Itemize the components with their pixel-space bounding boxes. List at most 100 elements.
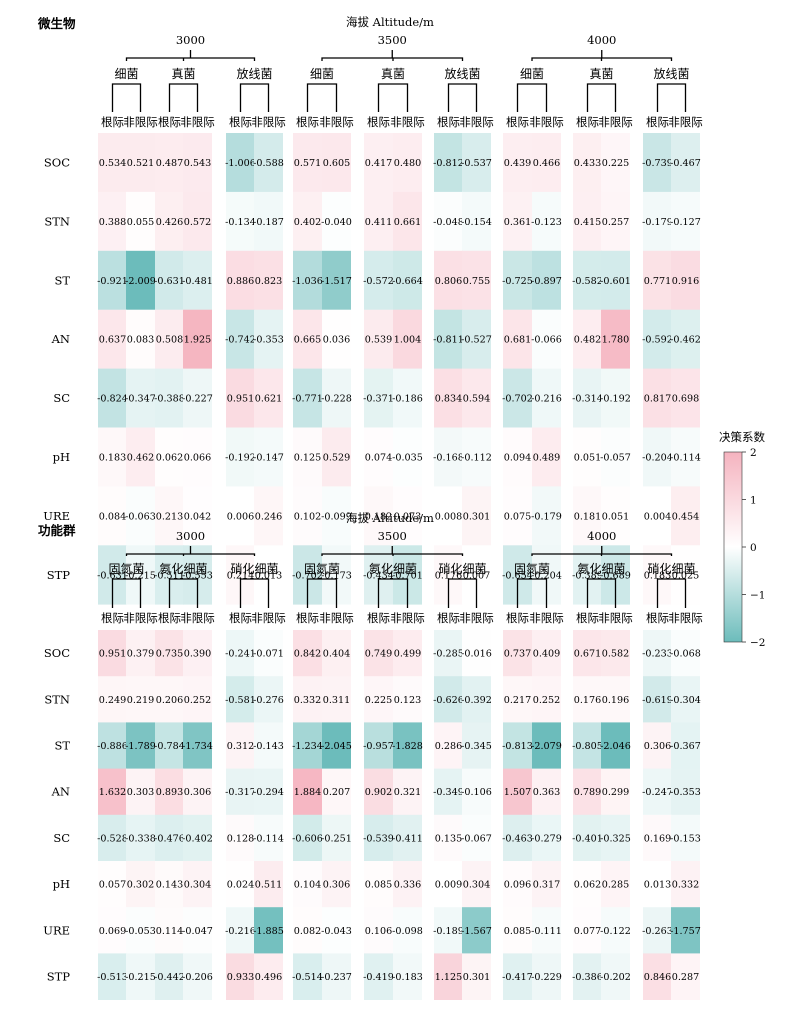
heatmap-cell bbox=[671, 861, 700, 908]
heatmap-cell bbox=[532, 486, 561, 546]
heatmap-cell bbox=[503, 814, 532, 862]
heatmap-cell bbox=[293, 814, 322, 862]
heatmap-cell bbox=[503, 427, 532, 487]
heatmap-cell bbox=[126, 630, 155, 677]
heatmap-cell bbox=[601, 309, 630, 369]
cell-value-label: 0.311 bbox=[323, 695, 350, 706]
heatmap-cell bbox=[573, 722, 602, 769]
row-label: URE bbox=[43, 509, 70, 523]
colorbar-tick-label: 0 bbox=[750, 542, 757, 554]
heatmap-cell bbox=[573, 133, 602, 193]
heatmap-cell bbox=[155, 722, 184, 769]
cell-value-label: 0.286 bbox=[435, 741, 462, 752]
cell-value-label: 0.902 bbox=[365, 787, 392, 798]
cell-value-label: 0.771 bbox=[644, 276, 671, 287]
cell-value-label: -0.186 bbox=[392, 394, 423, 405]
heatmap-cell bbox=[532, 630, 561, 677]
heatmap-cell bbox=[643, 861, 672, 908]
cell-value-label: -0.241 bbox=[225, 649, 256, 660]
cell-value-label: -0.168 bbox=[433, 452, 464, 463]
heatmap-cell bbox=[183, 814, 212, 862]
cell-value-label: 0.846 bbox=[644, 972, 671, 983]
cell-value-label: -0.689 bbox=[600, 570, 631, 581]
row-labels-functional-groups: SOC STN ST AN SC pH URE STP bbox=[43, 646, 70, 983]
cell-value-label: -0.204 bbox=[531, 570, 562, 581]
heatmap-cell bbox=[503, 768, 532, 816]
heatmap-cell bbox=[226, 814, 255, 862]
heatmap-cell bbox=[643, 133, 672, 193]
heatmap-cell bbox=[98, 191, 127, 252]
heatmap-cell bbox=[254, 630, 283, 677]
cell-value-label: 0.057 bbox=[99, 880, 126, 891]
heatmap-cell bbox=[364, 814, 393, 862]
cell-value-label: -0.114 bbox=[670, 452, 701, 463]
heatmap-cell bbox=[126, 427, 155, 487]
cell-value-label: 0.302 bbox=[127, 880, 154, 891]
cell-value-label: -0.411 bbox=[392, 833, 423, 844]
cell-value-label: 0.062 bbox=[156, 452, 183, 463]
heatmap-cell bbox=[98, 768, 127, 816]
heatmap-cell bbox=[322, 768, 351, 816]
cell-value-label: -0.053 bbox=[125, 926, 156, 937]
cell-value-label: 0.303 bbox=[127, 787, 154, 798]
subgroup-bracket bbox=[377, 83, 409, 112]
group-label: 细菌 bbox=[310, 67, 334, 81]
heatmap-cell bbox=[183, 768, 212, 816]
cell-value-label: 0.426 bbox=[156, 217, 183, 228]
cell-value-label: 0.074 bbox=[365, 452, 392, 463]
cell-value-label: -0.442 bbox=[154, 972, 185, 983]
cell-value-label: -0.068 bbox=[670, 649, 701, 660]
heatmap-cell bbox=[293, 309, 322, 369]
heatmap-cell bbox=[183, 133, 212, 193]
heatmap-cell bbox=[532, 953, 561, 1000]
altitude-bracket bbox=[321, 546, 464, 556]
panel-title-microbes: 微生物 bbox=[37, 16, 76, 31]
heatmap-cell bbox=[155, 486, 184, 546]
cell-value-label: -0.127 bbox=[670, 217, 701, 228]
heatmap-cell bbox=[254, 486, 283, 546]
heatmap-cell bbox=[322, 250, 351, 311]
cell-value-label: 0.183 bbox=[99, 452, 126, 463]
heatmap-cell bbox=[98, 953, 127, 1000]
cell-value-label: 0.893 bbox=[156, 787, 183, 798]
heatmap-cell bbox=[254, 861, 283, 908]
cell-value-label: -0.279 bbox=[531, 833, 562, 844]
heatmap-cell bbox=[643, 250, 672, 311]
heatmap-cell bbox=[322, 309, 351, 369]
heatmap-cell bbox=[155, 814, 184, 862]
colorbar-tick-label: 2 bbox=[750, 447, 757, 459]
cell-value-label: -0.367 bbox=[670, 741, 701, 752]
cell-value-label: -0.143 bbox=[253, 741, 284, 752]
cell-value-label: 0.637 bbox=[99, 335, 126, 346]
heatmap-cell bbox=[322, 814, 351, 862]
subgroup-label: 根际 bbox=[101, 611, 124, 625]
heatmap-cell bbox=[643, 630, 672, 677]
cell-value-label: 0.487 bbox=[156, 158, 183, 169]
subgroup-label: 非限际 bbox=[180, 611, 215, 625]
cell-value-label: 0.036 bbox=[323, 335, 350, 346]
subgroup-label: 根际 bbox=[367, 611, 390, 625]
cell-value-label: 0.207 bbox=[323, 787, 350, 798]
altitude-bracket bbox=[125, 546, 256, 556]
heatmap-cell bbox=[155, 768, 184, 816]
cell-value-label: -2.045 bbox=[321, 741, 352, 752]
heatmap-cell bbox=[643, 814, 672, 862]
cell-value-label: -0.114 bbox=[253, 833, 284, 844]
heatmap-cell bbox=[573, 907, 602, 954]
cell-value-label: 0.123 bbox=[394, 695, 421, 706]
heatmap-cell bbox=[155, 861, 184, 908]
heatmap-cell bbox=[434, 814, 463, 862]
heatmap-cell bbox=[643, 676, 672, 723]
cell-value-label: 0.004 bbox=[644, 511, 671, 522]
heatmap-cell bbox=[601, 250, 630, 311]
heatmap-cell bbox=[573, 953, 602, 1000]
cell-value-label: -0.154 bbox=[461, 217, 492, 228]
heatmap-cell bbox=[532, 907, 561, 954]
heatmap-cell bbox=[98, 907, 127, 954]
heatmap-cell bbox=[393, 814, 422, 862]
heatmap-cell bbox=[532, 133, 561, 193]
heatmap-cell bbox=[126, 861, 155, 908]
heatmap-cell bbox=[183, 676, 212, 723]
heatmap-cell bbox=[183, 250, 212, 311]
cell-value-label: 0.361 bbox=[504, 217, 531, 228]
